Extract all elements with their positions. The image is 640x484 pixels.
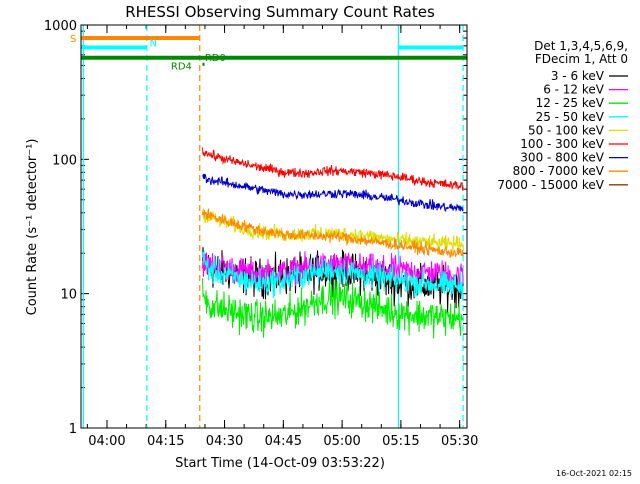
series-trace-7 — [203, 210, 464, 258]
x-tick-label: 04:30 — [206, 434, 243, 449]
legend-header: Det 1,3,4,5,6,9, — [534, 39, 628, 53]
legend-entry-label: 6 - 12 keV — [543, 83, 605, 97]
y-tick-label: 10 — [60, 288, 77, 303]
chart-title: RHESSI Observing Summary Count Rates — [125, 3, 435, 21]
plot-area: 1 10 100 1000 04:00 04:15 04:30 04:45 05:00 05:15… — [44, 19, 479, 449]
y-tick-label: 1 — [69, 422, 77, 437]
flag-label-rd0: RD0 — [205, 53, 226, 64]
legend-entry-label: 25 - 50 keV — [536, 110, 605, 124]
legend-entry-label: 100 - 300 keV — [520, 137, 604, 151]
legend-entry-label: 800 - 7000 keV — [513, 164, 605, 178]
x-tick-label: 04:00 — [88, 434, 125, 449]
flag-label-n: N — [150, 38, 157, 49]
y-axis-label: Count Rate (s⁻¹ detector⁻¹) — [25, 139, 40, 316]
x-tick-label: 05:30 — [441, 434, 478, 449]
legend-entry-label: 7000 - 15000 keV — [497, 178, 604, 192]
series-trace-4 — [203, 209, 464, 252]
legend-header: FDecim 1, Att 0 — [535, 52, 628, 66]
footer-timestamp: 16-Oct-2021 02:15 — [556, 469, 632, 478]
series-trace-5 — [203, 147, 464, 190]
legend-entry-label: 300 - 800 keV — [520, 151, 604, 165]
legend-entry-label: 12 - 25 keV — [536, 96, 605, 110]
x-axis-label: Start Time (14-Oct-09 03:53:22) — [175, 456, 385, 471]
y-tick-label: 1000 — [44, 19, 77, 34]
flag-label-s: S — [70, 34, 76, 45]
y-tick-label: 100 — [52, 153, 77, 168]
x-tick-label: 05:00 — [323, 434, 360, 449]
legend-entry-label: 3 - 6 keV — [551, 69, 605, 83]
flag-label-rd4: RD4 — [171, 61, 192, 72]
x-tick-label: 05:15 — [382, 434, 419, 449]
legend: Det 1,3,4,5,6,9,FDecim 1, Att 0 3 - 6 keV… — [497, 39, 628, 192]
x-tick-label: 04:45 — [265, 434, 302, 449]
x-tick-label: 04:15 — [147, 434, 184, 449]
legend-entry-label: 50 - 100 keV — [528, 123, 605, 137]
